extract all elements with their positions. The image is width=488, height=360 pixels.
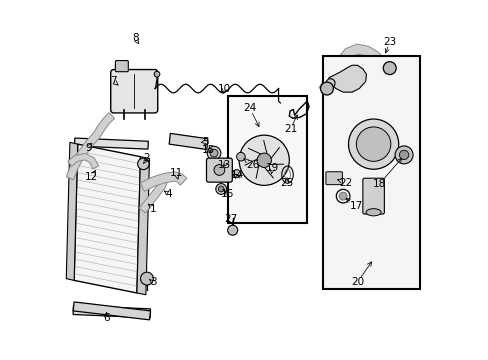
Circle shape [383,62,395,75]
Circle shape [394,146,412,164]
Polygon shape [140,172,186,192]
Text: 3: 3 [149,277,156,287]
Bar [228,96,306,223]
Ellipse shape [218,186,224,192]
Text: 4: 4 [164,189,172,199]
Polygon shape [74,144,140,293]
Ellipse shape [207,146,221,160]
Circle shape [239,135,289,185]
Text: 12: 12 [84,171,98,183]
Text: 20: 20 [350,262,371,287]
Ellipse shape [215,184,226,194]
Text: 21: 21 [283,115,297,134]
Text: 13: 13 [218,159,231,170]
Text: 9: 9 [85,143,92,153]
Text: 5: 5 [201,137,208,147]
Ellipse shape [366,209,380,216]
Text: 15: 15 [202,145,215,155]
FancyBboxPatch shape [325,172,342,185]
Polygon shape [139,179,167,213]
Ellipse shape [339,192,346,200]
Circle shape [236,152,244,161]
Polygon shape [319,44,393,93]
FancyBboxPatch shape [110,69,158,113]
FancyBboxPatch shape [362,178,384,214]
Polygon shape [231,171,293,184]
FancyBboxPatch shape [206,158,232,182]
Text: 19: 19 [265,163,279,174]
Circle shape [140,272,153,285]
Text: 14: 14 [230,170,243,180]
Text: 8: 8 [132,33,138,44]
Text: 22: 22 [337,177,351,188]
Ellipse shape [214,165,224,175]
Circle shape [356,127,390,161]
Circle shape [137,158,149,170]
Circle shape [232,170,240,177]
Bar [73,306,150,318]
Polygon shape [67,153,99,169]
Circle shape [348,119,398,169]
Text: 17: 17 [346,198,362,211]
Bar [74,138,148,149]
Text: 2: 2 [143,153,150,163]
Text: 24: 24 [243,103,259,127]
Polygon shape [73,302,150,320]
Circle shape [320,82,333,95]
Polygon shape [137,157,149,295]
Text: 11: 11 [169,168,183,179]
Polygon shape [288,119,305,181]
Polygon shape [328,65,366,92]
Text: 26: 26 [244,159,259,170]
Ellipse shape [325,79,334,87]
Polygon shape [66,142,78,280]
Bar [323,56,419,289]
Circle shape [399,150,408,159]
Text: 7: 7 [110,76,118,86]
Text: 16: 16 [221,189,234,199]
Text: 1: 1 [148,204,156,214]
Text: 25: 25 [279,177,292,188]
Text: 6: 6 [103,312,109,323]
Circle shape [257,153,271,167]
Circle shape [154,71,160,77]
Circle shape [227,225,237,235]
FancyBboxPatch shape [115,60,128,72]
Ellipse shape [210,149,218,157]
Polygon shape [169,134,207,149]
Polygon shape [66,113,114,180]
Text: 23: 23 [382,37,396,53]
Text: 10: 10 [218,84,231,94]
Text: 18: 18 [372,158,401,189]
Text: 27: 27 [224,215,237,225]
